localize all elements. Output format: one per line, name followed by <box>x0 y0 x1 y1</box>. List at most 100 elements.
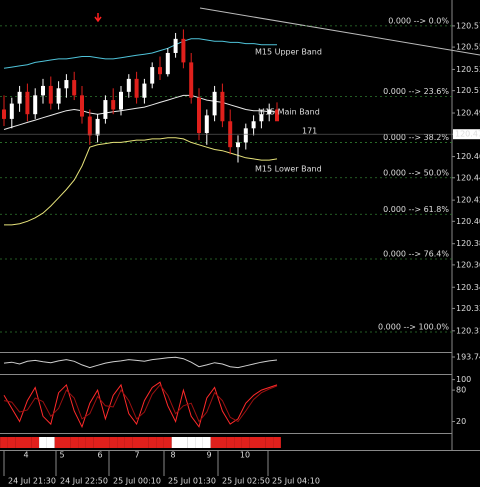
signal-bar <box>93 437 102 448</box>
candle-body <box>243 128 248 143</box>
candle-body <box>165 52 170 75</box>
y-tick-label: 20 <box>456 417 466 426</box>
bar-number: 7 <box>134 451 139 460</box>
candle-body <box>17 91 22 104</box>
candle-body <box>2 109 6 119</box>
signal-bar <box>39 437 47 448</box>
sell-arrow <box>94 13 102 23</box>
signal-bar <box>109 437 118 448</box>
y-tick-label: 120.553 <box>456 43 480 52</box>
signal-bar <box>62 437 71 448</box>
signal-bar <box>241 437 250 448</box>
signal-bar <box>140 437 149 448</box>
candle-body <box>9 103 14 119</box>
candle-body <box>150 67 155 84</box>
signal-bar <box>156 437 164 448</box>
y-tick-label: 193.746 <box>456 353 480 362</box>
candle-body <box>25 91 30 115</box>
y-tick-label: 120.516 <box>456 86 480 95</box>
signal-bar <box>202 437 211 448</box>
candle-body <box>134 78 139 98</box>
signal-bar <box>23 437 32 448</box>
signal-bar <box>70 437 79 448</box>
trendline <box>199 7 480 56</box>
candle-body <box>189 62 194 98</box>
signal-bar <box>7 437 16 448</box>
annotation: 171 <box>302 127 317 136</box>
signal-bar <box>15 437 24 448</box>
x-tick-label: 25 Jul 02:50 <box>222 477 270 486</box>
fib-label: 0.000 --> 50.0% <box>383 168 449 177</box>
signal-bar <box>179 437 188 448</box>
candle-body <box>204 115 209 134</box>
y-tick-label: 100 <box>456 375 471 384</box>
fib-label: 0.000 --> 0.0% <box>388 16 449 25</box>
signal-bar <box>210 437 219 448</box>
candle-body <box>251 121 256 129</box>
candle-body <box>220 91 225 122</box>
signal-bar <box>85 437 94 448</box>
y-tick-label: 120.349 <box>456 283 480 292</box>
signal-bar <box>273 437 281 448</box>
indicator-line <box>3 356 278 369</box>
fib-label: 0.000 --> 100.0% <box>378 322 449 331</box>
signal-bar <box>132 437 141 448</box>
signal-bar <box>46 437 55 448</box>
band-label: M15 Lower Band <box>255 165 322 174</box>
x-tick-label: 24 Jul 21:30 <box>8 477 56 486</box>
band-line <box>4 137 278 226</box>
signal-bar <box>0 437 8 448</box>
signal-bar <box>163 437 172 448</box>
candle-body <box>126 78 131 92</box>
indicator-line <box>3 381 278 429</box>
y-tick-label: 120.386 <box>456 239 480 248</box>
bar-number: 10 <box>240 451 250 460</box>
signal-bar <box>54 437 63 448</box>
fib-label: 0.000 --> 38.2% <box>383 133 449 142</box>
y-tick-label: 120.331 <box>456 304 480 313</box>
band-label: M15 Main Band <box>258 108 320 117</box>
candle-body <box>119 91 123 110</box>
candle-body <box>64 80 69 89</box>
bar-number: 9 <box>206 451 211 460</box>
band-line <box>3 94 277 130</box>
candle-body <box>158 67 162 75</box>
signal-bar <box>226 437 235 448</box>
y-tick-label: 120.423 <box>456 196 480 205</box>
candle-body <box>56 88 61 104</box>
fib-label: 0.000 --> 76.4% <box>383 249 449 258</box>
signal-bar <box>101 437 110 448</box>
y-tick-label: 120.460 <box>456 152 480 161</box>
candle-body <box>33 95 38 115</box>
y-tick-label: 120.534 <box>456 65 480 74</box>
y-tick-label: 120.571 <box>456 21 480 30</box>
y-tick-label: 120.497 <box>456 109 480 118</box>
signal-bar <box>78 437 86 448</box>
x-tick-label: 25 Jul 01:30 <box>168 477 216 486</box>
candle-body <box>48 85 53 104</box>
current-price-label: 120.479 <box>455 130 480 139</box>
candle-body <box>173 38 178 53</box>
candle-body <box>275 109 279 122</box>
candle-body <box>41 85 45 96</box>
signal-bar <box>195 437 203 448</box>
candle-body <box>181 38 186 63</box>
candle-body <box>95 118 100 136</box>
signal-bar <box>148 437 157 448</box>
candle-body <box>259 114 264 122</box>
candle-body <box>103 100 108 119</box>
signal-bar <box>249 437 258 448</box>
y-tick-label: 80 <box>456 386 466 395</box>
bar-number: 5 <box>59 451 64 460</box>
candle-body <box>72 80 77 96</box>
y-tick-label: 120.405 <box>456 217 480 226</box>
signal-bar <box>234 437 242 448</box>
signal-bar <box>31 437 40 448</box>
current-price-box <box>453 129 480 140</box>
candle-body <box>87 116 92 136</box>
candle-body <box>236 142 240 148</box>
candle-body <box>80 95 84 117</box>
bar-number: 8 <box>170 451 175 460</box>
signal-bar <box>257 437 266 448</box>
